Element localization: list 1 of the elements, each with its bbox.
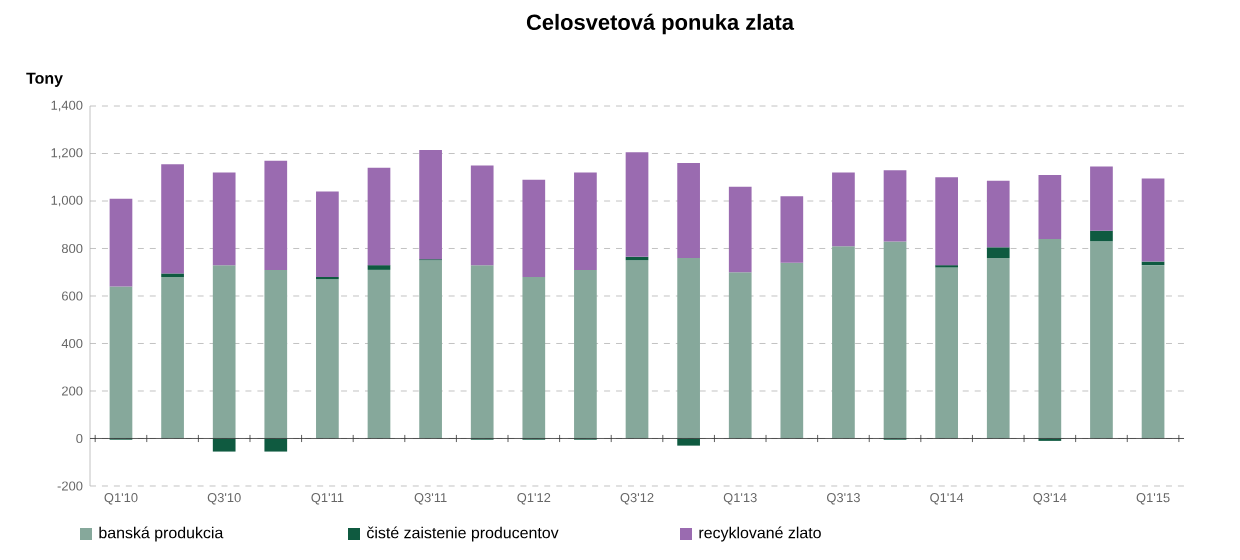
chart-title: Celosvetová ponuka zlata <box>526 13 795 35</box>
